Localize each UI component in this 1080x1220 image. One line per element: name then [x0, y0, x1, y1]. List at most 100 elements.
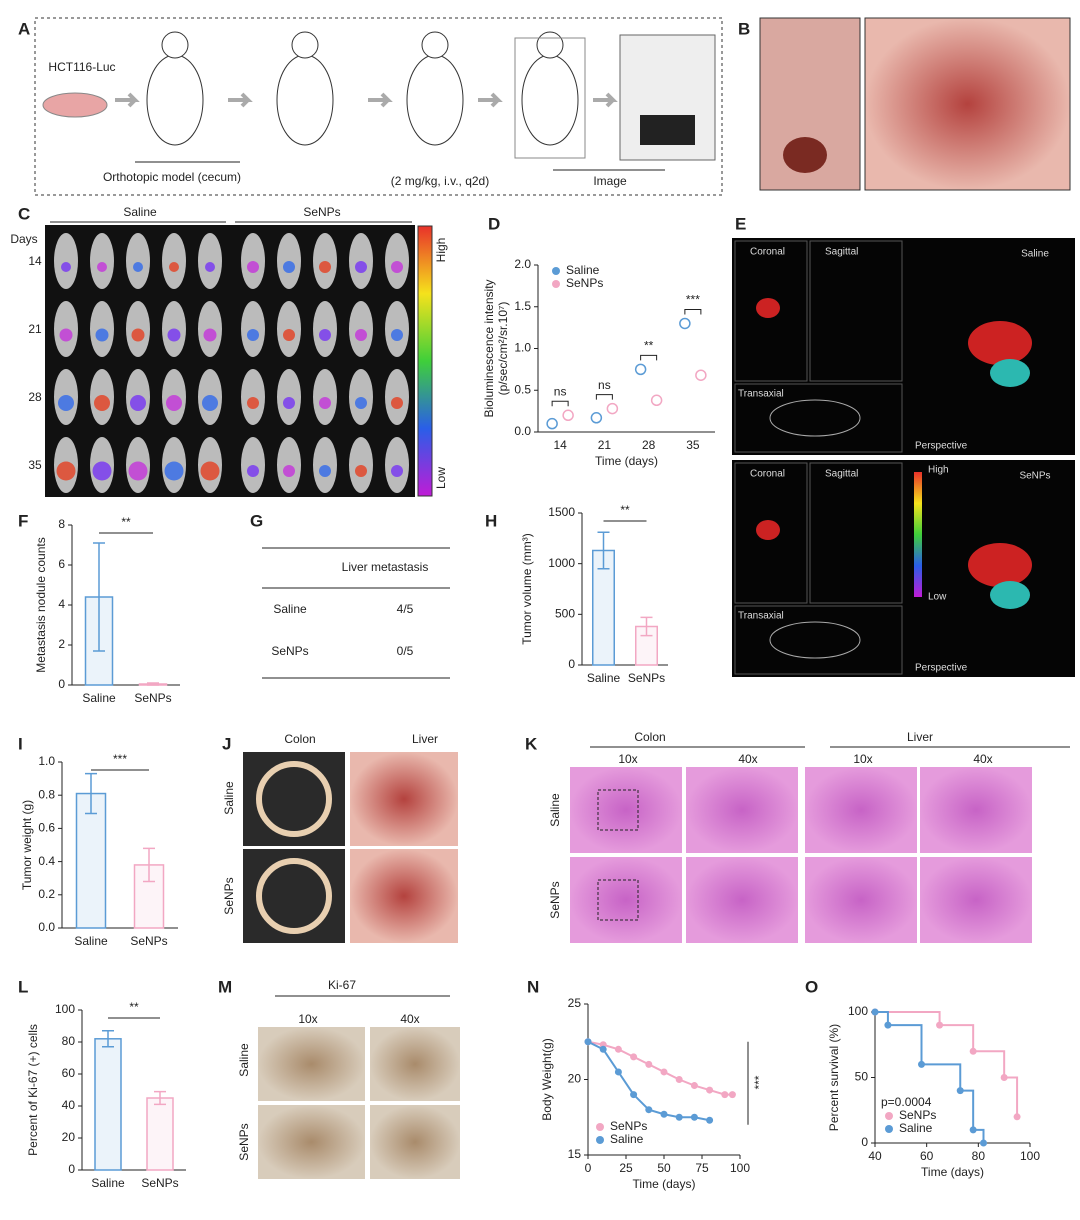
- signal: [95, 328, 109, 342]
- label: SeNPs: [271, 644, 308, 658]
- panel-label: G: [250, 511, 263, 530]
- signal: [166, 395, 182, 411]
- signal: [130, 395, 146, 411]
- y-tick-label: 50: [855, 1070, 869, 1084]
- petri-dish: [42, 92, 108, 118]
- organ: [990, 581, 1030, 609]
- colorbar: [417, 225, 433, 497]
- signal: [319, 329, 331, 341]
- photo-organ: [864, 17, 1071, 191]
- y-tick-label: 15: [568, 1147, 582, 1161]
- signal: [58, 395, 74, 411]
- data-point: [562, 409, 574, 422]
- error-bar: [640, 616, 653, 637]
- view-label: Coronal: [750, 247, 785, 258]
- y-tick-label: 0.0: [514, 424, 531, 438]
- y-tick-label: 8: [58, 517, 65, 531]
- legend-label: Saline: [610, 1132, 644, 1146]
- y-tick-label: 0.5: [514, 382, 531, 396]
- panel-label: D: [488, 214, 500, 233]
- arrow: [368, 92, 393, 108]
- label: 40x: [738, 752, 757, 766]
- y-tick-label: 0: [861, 1135, 868, 1149]
- bar: [75, 792, 107, 929]
- signal: [355, 329, 367, 341]
- bar: [146, 1097, 174, 1171]
- x-tick-label: SeNPs: [130, 934, 167, 948]
- signal: [283, 465, 295, 477]
- y-tick-label: 0.8: [38, 787, 55, 801]
- photo-ihc: [258, 1027, 365, 1101]
- view-label: Transaxial: [738, 389, 784, 400]
- data-point: [728, 1091, 736, 1099]
- y-tick-label: 60: [62, 1066, 76, 1080]
- label: SeNPs: [548, 881, 562, 918]
- organ: [756, 520, 780, 540]
- label: Saline: [123, 205, 157, 219]
- schematic-frame: [34, 17, 723, 196]
- photo-he: [920, 857, 1032, 943]
- arrow: [478, 92, 503, 108]
- panel-label: F: [18, 511, 28, 530]
- x-axis-label: Time (days): [921, 1165, 984, 1179]
- y-tick-label: 1500: [548, 505, 575, 519]
- label: 21: [28, 322, 42, 336]
- significance-bracket: [551, 400, 569, 407]
- data-point: [630, 1053, 638, 1061]
- data-point: [546, 417, 558, 430]
- x-tick-label: 50: [657, 1161, 671, 1175]
- view-label: Perspective: [915, 663, 968, 674]
- signal: [97, 262, 107, 272]
- label: 40x: [973, 752, 992, 766]
- data-point: [721, 1091, 729, 1099]
- significance: **: [121, 515, 131, 529]
- signal: [203, 328, 217, 342]
- y-axis-label: Bioluminescence intensity: [482, 279, 496, 417]
- data-point: [590, 412, 603, 424]
- x-tick-label: SeNPs: [628, 671, 665, 685]
- data-point: [675, 1076, 683, 1083]
- data-point: [706, 1116, 714, 1124]
- legend-marker: [552, 280, 560, 288]
- label: Liver metastasis: [342, 560, 429, 574]
- organ: [756, 298, 780, 318]
- y-axis-label: (p/sec/cm²/sr.10⁷): [496, 302, 510, 396]
- signal: [247, 261, 259, 273]
- y-tick-label: 80: [62, 1034, 76, 1048]
- data-point: [956, 1087, 964, 1095]
- y-tick-label: 500: [555, 607, 575, 621]
- data-point: [884, 1021, 892, 1029]
- view-frame: [734, 383, 903, 453]
- significance: ***: [686, 293, 700, 307]
- signal: [61, 262, 71, 272]
- data-point: [660, 1110, 668, 1118]
- signal: [247, 329, 259, 341]
- signal: [164, 461, 184, 481]
- mouse: [54, 233, 78, 289]
- imager-stage: [640, 115, 695, 145]
- panel-label: B: [738, 19, 750, 38]
- bar: [94, 1038, 122, 1171]
- photo-he: [686, 857, 798, 943]
- photo-he: [570, 767, 682, 853]
- signal: [92, 461, 112, 481]
- y-tick-label: 20: [568, 1072, 582, 1086]
- error-bar: [102, 1030, 114, 1048]
- significance: ***: [113, 752, 127, 766]
- data-point: [980, 1139, 987, 1147]
- y-tick-label: 4: [58, 597, 65, 611]
- x-tick-label: 0: [585, 1161, 592, 1175]
- colorbar: [914, 472, 922, 597]
- signal: [319, 397, 331, 409]
- y-tick-label: 0: [568, 657, 575, 671]
- y-axis-label: Tumor weight (g): [20, 800, 34, 890]
- signal: [205, 262, 215, 272]
- panel-label: H: [485, 511, 497, 530]
- label: 14: [28, 254, 42, 268]
- data-point: [645, 1060, 653, 1068]
- label: 28: [28, 390, 42, 404]
- y-tick-label: 100: [55, 1002, 75, 1016]
- x-tick-label: 80: [972, 1149, 986, 1163]
- label: SeNPs: [303, 205, 340, 219]
- label: 35: [28, 458, 42, 472]
